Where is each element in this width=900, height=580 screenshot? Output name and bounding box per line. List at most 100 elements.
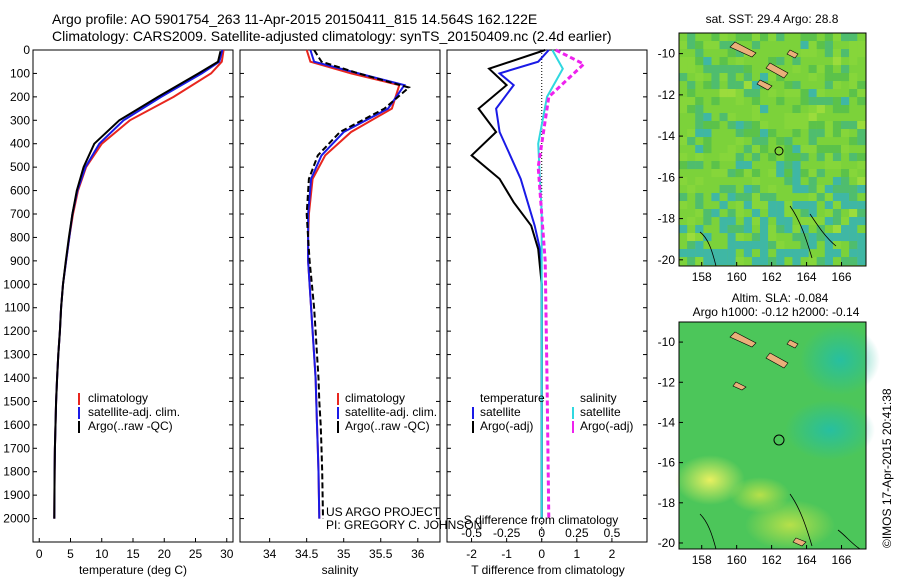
x-tick-label: 36 [411, 547, 425, 561]
sst-cell [735, 233, 744, 242]
sst-cell [743, 161, 752, 170]
sst-cell [816, 153, 825, 162]
sst-cell [849, 249, 858, 258]
sst-cell [751, 257, 761, 266]
sst-cell [800, 209, 809, 218]
sst-cell [751, 89, 761, 98]
sst-cell [751, 81, 761, 90]
sst-cell [832, 105, 842, 114]
sst-cell [849, 73, 858, 82]
sst-cell [735, 153, 744, 162]
float-position-marker [773, 434, 785, 446]
sst-cell [824, 233, 833, 242]
sst-cell [776, 57, 785, 66]
sst-cell [711, 257, 720, 266]
sla-map [675, 321, 880, 550]
sst-cell [841, 257, 850, 266]
sst-cell [808, 105, 817, 114]
sst-cell [711, 65, 720, 74]
sst-cell [719, 33, 728, 42]
sst-cell [808, 129, 817, 138]
sst-cell [727, 225, 736, 234]
sst-cell [776, 209, 785, 218]
sst-cell [784, 81, 793, 90]
sst-cell [760, 121, 769, 130]
lon-tick-label: 166 [832, 553, 852, 567]
sst-cell [841, 145, 850, 154]
sst-cell [751, 41, 761, 50]
sst-cell [760, 201, 769, 210]
sst-cell [776, 161, 785, 170]
sst-cell [719, 65, 728, 74]
sst-cell [719, 257, 728, 266]
sst-cell [841, 185, 850, 194]
sst-cell [824, 129, 833, 138]
sst-cell [808, 49, 817, 58]
sst-cell [800, 169, 809, 178]
depth-tick-label: 1200 [3, 324, 30, 338]
sst-cell [841, 217, 850, 226]
sst-cell [841, 105, 850, 114]
sst-cell [760, 241, 769, 250]
sst-cell [768, 225, 777, 234]
sst-cell [711, 169, 720, 178]
sst-cell [816, 145, 825, 154]
sst-cell [800, 241, 809, 250]
sst-cell [800, 145, 809, 154]
sst-cell [727, 65, 736, 74]
legend-satellite-swatch [78, 407, 80, 419]
sst-cell [808, 233, 817, 242]
sst-cell [735, 65, 744, 74]
sst-cell [841, 73, 850, 82]
sst-cell [808, 177, 817, 186]
sst-cell [800, 41, 809, 50]
sst-cell [727, 169, 736, 178]
sst-cell [857, 233, 866, 242]
sst-cell [841, 201, 850, 210]
reef-contour [809, 213, 837, 247]
sst-cell [719, 113, 728, 122]
sst-cell [841, 225, 850, 234]
sst-cell [743, 65, 752, 74]
sst-cell [800, 33, 809, 42]
lat-tick-label: -18 [658, 212, 676, 226]
depth-tick-label: 1700 [3, 441, 30, 455]
sst-cell [792, 65, 801, 74]
sst-cell [857, 153, 866, 162]
sst-cell [727, 241, 736, 250]
sst-cell [751, 217, 761, 226]
sst-cell [857, 129, 866, 138]
sst-cell [857, 177, 866, 186]
sst-cell [768, 193, 777, 202]
lat-tick-label: -14 [658, 415, 676, 429]
sst-cell [751, 137, 761, 146]
sst-cell [816, 65, 825, 74]
sst-cell [824, 201, 833, 210]
sst-cell [695, 161, 704, 170]
sst-cell [735, 169, 744, 178]
sst-cell [849, 121, 858, 130]
legend-climatology-swatch [78, 393, 80, 405]
sst-cell [735, 161, 744, 170]
sst-cell [832, 201, 842, 210]
legend-argo-label: Argo(..raw -QC) [88, 419, 173, 433]
sst-map-axes: -10 -12 -14 -16 -18 -20 158 160 162 164 166 [658, 47, 852, 284]
sst-cell [743, 33, 752, 42]
sst-cell [824, 97, 833, 106]
lon-tick-label: 158 [692, 553, 712, 567]
sst-cell [808, 169, 817, 178]
s-tick-label: 0.25 [565, 526, 589, 540]
sst-cell [687, 97, 696, 106]
sst-cell [824, 81, 833, 90]
island-shape [729, 41, 757, 58]
sst-cell [751, 233, 761, 242]
sst-cell [816, 193, 825, 202]
title-line-2: Climatology: CARS2009. Satellite-adjuste… [52, 28, 612, 44]
sst-cell [808, 209, 817, 218]
satellite-adj-line [53, 49, 224, 519]
sst-cell [768, 201, 777, 210]
sst-cell [679, 57, 688, 66]
sst-cell [784, 137, 793, 146]
sst-cell [824, 49, 833, 58]
sst-cell [857, 209, 866, 218]
